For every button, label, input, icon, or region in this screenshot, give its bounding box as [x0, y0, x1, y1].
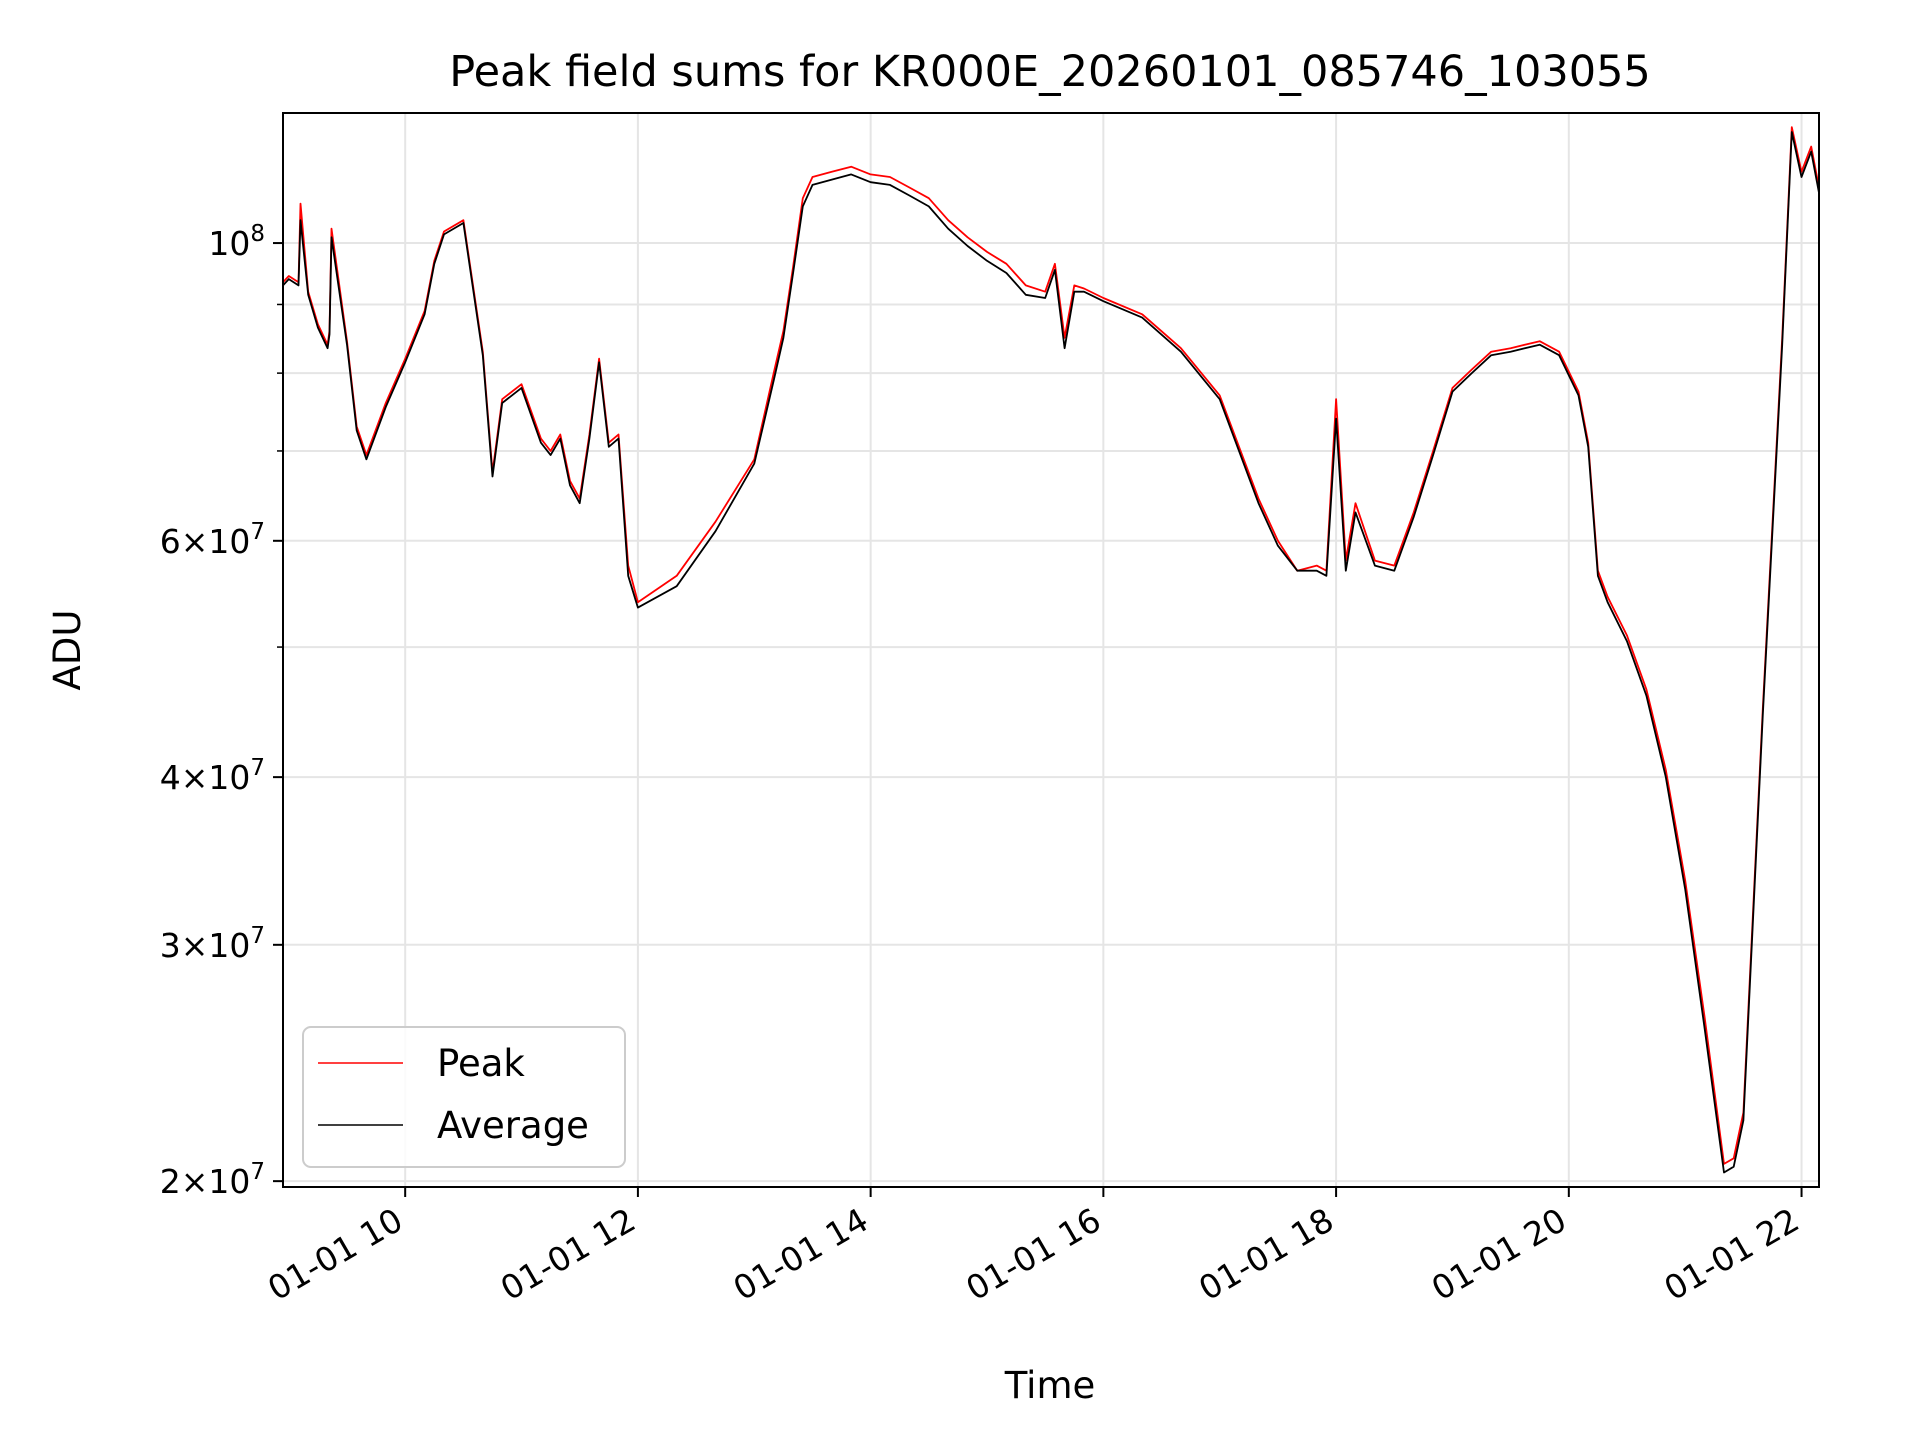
- plot-frame: [282, 112, 1820, 1188]
- grid: [283, 113, 1819, 1187]
- legend-box: [302, 1026, 626, 1168]
- legend: Peak Average: [302, 1026, 626, 1168]
- plot-series: [283, 126, 1819, 1174]
- y-axis-label: ADU: [46, 610, 89, 691]
- y-tick-label: 3×107: [160, 923, 265, 965]
- y-tick-label: 6×107: [160, 519, 265, 561]
- series-line-average: [283, 131, 1819, 1174]
- x-axis-label: Time: [1004, 1364, 1096, 1407]
- y-tick-label: 108: [208, 221, 265, 263]
- legend-peak-label: Peak: [437, 1042, 525, 1085]
- y-tick-label: 2×107: [160, 1159, 265, 1201]
- y-axis-ticks: 108 6×107 4×107 3×107 2×107: [160, 221, 283, 1201]
- legend-average-label: Average: [437, 1104, 589, 1147]
- y-tick-label: 4×107: [160, 755, 265, 797]
- chart-title: Peak field sums for KR000E_20260101_0857…: [449, 47, 1651, 97]
